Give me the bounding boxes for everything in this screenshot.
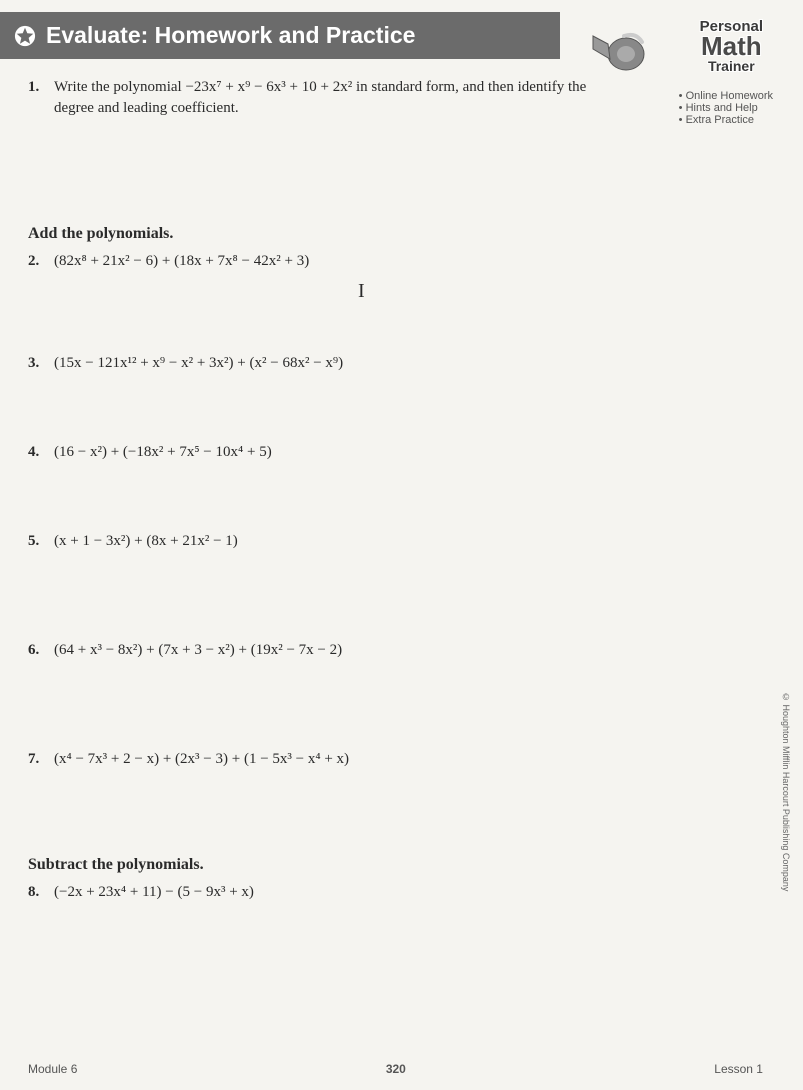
footer-page-number: 320 xyxy=(386,1062,406,1076)
problem-text: (x + 1 − 3x²) + (8x + 21x² − 1) xyxy=(54,531,238,552)
side-links: Online Homework Hints and Help Extra Pra… xyxy=(679,90,773,126)
problem-number: 6. xyxy=(28,640,54,661)
footer-module: Module 6 xyxy=(28,1062,77,1076)
header-title: Evaluate: Homework and Practice xyxy=(46,22,415,49)
text-cursor: I xyxy=(358,280,763,303)
problem-6: 6. (64 + x³ − 8x²) + (7x + 3 − x²) + (19… xyxy=(28,640,628,661)
problem-number: 8. xyxy=(28,882,54,903)
whistle-icon xyxy=(588,24,648,74)
problem-8: 8. (−2x + 23x⁴ + 11) − (5 − 9x³ + x) xyxy=(28,882,628,903)
content-area: 1. Write the polynomial −23x⁷ + x⁹ − 6x³… xyxy=(0,59,803,903)
problem-1: 1. Write the polynomial −23x⁷ + x⁹ − 6x³… xyxy=(28,77,628,119)
link-practice: Extra Practice xyxy=(679,114,773,126)
link-hints: Hints and Help xyxy=(679,102,773,114)
problem-text: (82x⁸ + 21x² − 6) + (18x + 7x⁸ − 42x² + … xyxy=(54,251,309,272)
link-homework: Online Homework xyxy=(679,90,773,102)
problem-text: Write the polynomial −23x⁷ + x⁹ − 6x³ + … xyxy=(54,77,628,119)
problem-number: 2. xyxy=(28,251,54,272)
problem-text: (15x − 121x¹² + x⁹ − x² + 3x²) + (x² − 6… xyxy=(54,353,343,374)
problem-number: 1. xyxy=(28,77,54,119)
problem-text: (−2x + 23x⁴ + 11) − (5 − 9x³ + x) xyxy=(54,882,254,903)
trainer-line2: Math xyxy=(700,35,763,58)
header-bar: Evaluate: Homework and Practice xyxy=(0,12,560,59)
problem-4: 4. (16 − x²) + (−18x² + 7x⁵ − 10x⁴ + 5) xyxy=(28,442,628,463)
problem-number: 7. xyxy=(28,749,54,770)
problem-5: 5. (x + 1 − 3x²) + (8x + 21x² − 1) xyxy=(28,531,628,552)
section-subtract-heading: Subtract the polynomials. xyxy=(28,856,763,874)
problem-number: 5. xyxy=(28,531,54,552)
section-add-heading: Add the polynomials. xyxy=(28,225,763,243)
footer-lesson: Lesson 1 xyxy=(714,1062,763,1076)
problem-2: 2. (82x⁸ + 21x² − 6) + (18x + 7x⁸ − 42x²… xyxy=(28,251,628,272)
problem-number: 4. xyxy=(28,442,54,463)
problem-3: 3. (15x − 121x¹² + x⁹ − x² + 3x²) + (x² … xyxy=(28,353,628,374)
problem-text: (64 + x³ − 8x²) + (7x + 3 − x²) + (19x² … xyxy=(54,640,342,661)
problem-text: (x⁴ − 7x³ + 2 − x) + (2x³ − 3) + (1 − 5x… xyxy=(54,749,349,770)
problem-7: 7. (x⁴ − 7x³ + 2 − x) + (2x³ − 3) + (1 −… xyxy=(28,749,628,770)
copyright-text: © Houghton Mifflin Harcourt Publishing C… xyxy=(781,692,791,891)
problem-text: (16 − x²) + (−18x² + 7x⁵ − 10x⁴ + 5) xyxy=(54,442,272,463)
trainer-line3: Trainer xyxy=(700,58,763,74)
star-icon xyxy=(14,25,36,47)
trainer-logo: Personal Math Trainer xyxy=(700,18,763,74)
problem-number: 3. xyxy=(28,353,54,374)
page-footer: Module 6 320 Lesson 1 xyxy=(0,1062,803,1076)
